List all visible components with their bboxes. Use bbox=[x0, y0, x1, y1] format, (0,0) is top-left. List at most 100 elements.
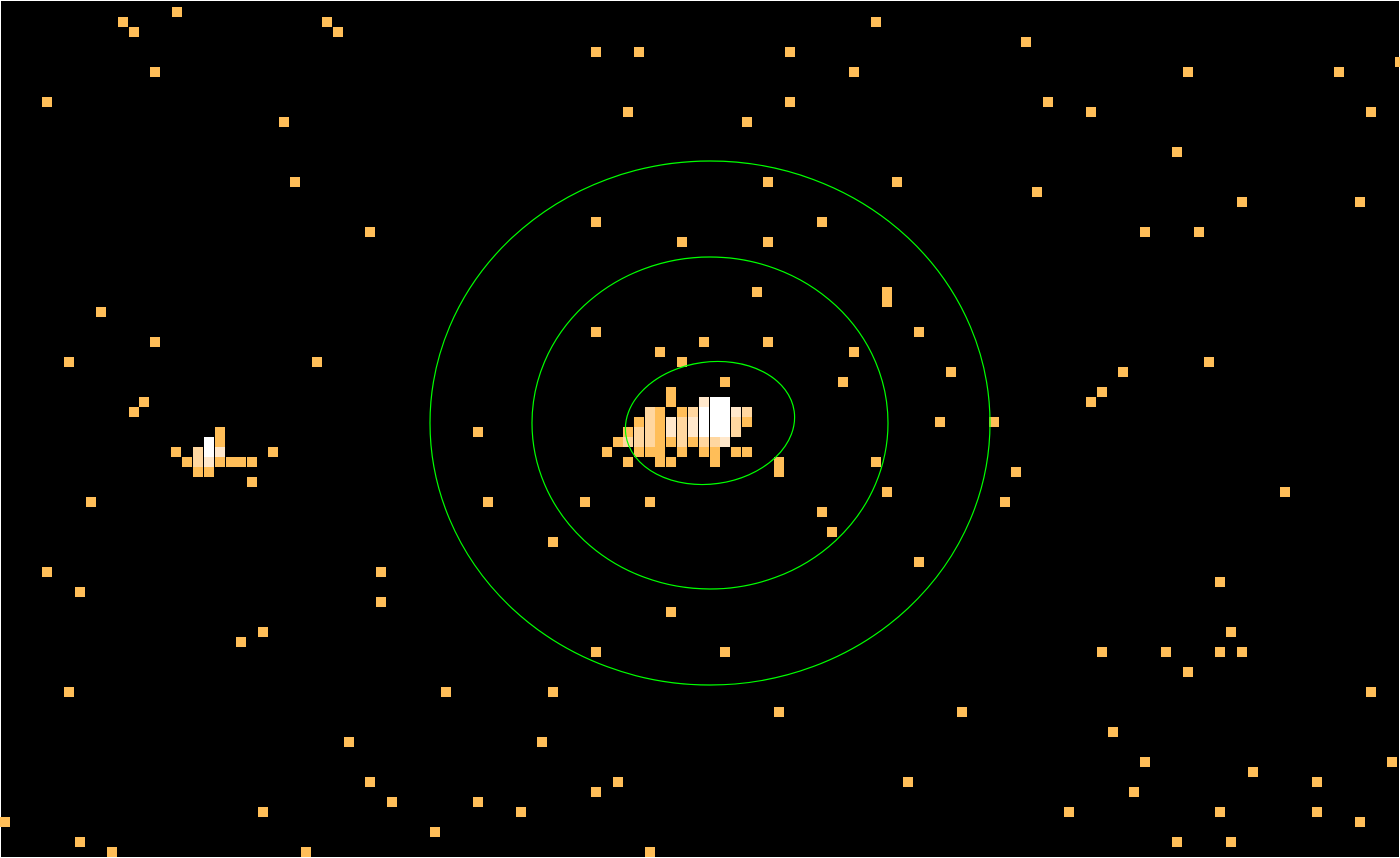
photon-event bbox=[1097, 387, 1107, 397]
photon-event bbox=[42, 97, 52, 107]
photon-event bbox=[849, 67, 859, 77]
photon-event bbox=[1172, 147, 1182, 157]
photon-event bbox=[1334, 67, 1344, 77]
secondary-source-pixel bbox=[193, 467, 203, 477]
photon-event bbox=[882, 287, 892, 297]
source-pixel bbox=[720, 417, 730, 427]
source-pixel bbox=[666, 417, 676, 427]
photon-event bbox=[548, 537, 558, 547]
photon-event bbox=[247, 477, 257, 487]
photon-event bbox=[171, 447, 181, 457]
source-pixel bbox=[699, 437, 709, 447]
source-pixel bbox=[731, 407, 741, 417]
source-pixel bbox=[666, 427, 676, 437]
photon-event bbox=[322, 17, 332, 27]
source-pixel bbox=[699, 417, 709, 427]
secondary-source-pixel bbox=[204, 447, 214, 457]
photon-event bbox=[742, 117, 752, 127]
photon-event bbox=[430, 827, 440, 837]
source-pixel bbox=[677, 407, 687, 417]
source-pixel bbox=[710, 427, 720, 437]
photon-event bbox=[387, 797, 397, 807]
photon-event bbox=[376, 567, 386, 577]
photon-event bbox=[785, 47, 795, 57]
photon-event bbox=[591, 647, 601, 657]
source-pixel bbox=[720, 437, 730, 447]
secondary-source-pixel bbox=[215, 437, 225, 447]
source-pixel bbox=[645, 417, 655, 427]
photon-event bbox=[1108, 727, 1118, 737]
photon-event bbox=[1140, 227, 1150, 237]
secondary-source-pixel bbox=[236, 457, 246, 467]
photon-event bbox=[1011, 467, 1021, 477]
source-ellipse-region[interactable] bbox=[617, 351, 802, 495]
photon-event bbox=[1312, 777, 1322, 787]
source-pixel bbox=[645, 407, 655, 417]
photon-event bbox=[1140, 757, 1150, 767]
photon-event bbox=[473, 427, 483, 437]
photon-event bbox=[1043, 97, 1053, 107]
photon-event bbox=[591, 787, 601, 797]
source-pixel bbox=[699, 397, 709, 407]
photon-event bbox=[871, 17, 881, 27]
photon-event bbox=[1237, 197, 1247, 207]
photon-event bbox=[989, 417, 999, 427]
source-pixel bbox=[677, 427, 687, 437]
photon-event bbox=[591, 327, 601, 337]
photon-event bbox=[64, 357, 74, 367]
photon-event bbox=[935, 417, 945, 427]
photon-event bbox=[892, 177, 902, 187]
photon-event bbox=[699, 337, 709, 347]
source-pixel bbox=[623, 457, 633, 467]
source-pixel bbox=[699, 447, 709, 457]
photon-event bbox=[1226, 627, 1236, 637]
source-pixel bbox=[655, 407, 665, 417]
source-pixel bbox=[720, 397, 730, 407]
background-inner-circle-region[interactable] bbox=[531, 256, 889, 590]
secondary-source-pixel bbox=[215, 447, 225, 457]
photon-event bbox=[774, 707, 784, 717]
source-pixel bbox=[731, 417, 741, 427]
photon-event bbox=[118, 17, 128, 27]
source-pixel bbox=[710, 437, 720, 447]
photon-events-layer bbox=[0, 7, 1400, 857]
source-pixel bbox=[710, 397, 720, 407]
photon-event bbox=[1312, 807, 1322, 817]
photon-event bbox=[258, 807, 268, 817]
photon-event bbox=[720, 377, 730, 387]
photon-event bbox=[882, 297, 892, 307]
photon-event bbox=[591, 217, 601, 227]
photon-event bbox=[666, 607, 676, 617]
source-pixel bbox=[645, 427, 655, 437]
photon-event bbox=[312, 357, 322, 367]
photon-event bbox=[42, 567, 52, 577]
photon-event bbox=[344, 737, 354, 747]
photon-event bbox=[1129, 787, 1139, 797]
photon-event bbox=[129, 407, 139, 417]
photon-event bbox=[107, 847, 117, 857]
photon-event bbox=[279, 117, 289, 127]
photon-event bbox=[1194, 227, 1204, 237]
source-pixel bbox=[645, 447, 655, 457]
background-outer-circle-region[interactable] bbox=[429, 160, 991, 686]
photon-event bbox=[516, 807, 526, 817]
photon-event bbox=[96, 307, 106, 317]
source-pixel bbox=[688, 427, 698, 437]
source-pixel bbox=[666, 457, 676, 467]
photon-event bbox=[1248, 767, 1258, 777]
photon-event bbox=[139, 397, 149, 407]
source-pixel bbox=[677, 437, 687, 447]
photon-event bbox=[150, 67, 160, 77]
photon-event bbox=[763, 177, 773, 187]
source-pixel bbox=[710, 447, 720, 457]
source-pixel bbox=[688, 417, 698, 427]
photon-event bbox=[677, 357, 687, 367]
photon-event bbox=[634, 47, 644, 57]
source-pixel bbox=[742, 417, 752, 427]
secondary-source-pixel bbox=[226, 457, 236, 467]
source-pixel bbox=[699, 407, 709, 417]
source-pixel bbox=[688, 407, 698, 417]
photon-event bbox=[1000, 497, 1010, 507]
